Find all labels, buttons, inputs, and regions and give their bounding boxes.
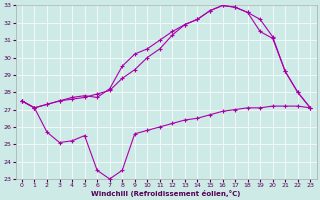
X-axis label: Windchill (Refroidissement éolien,°C): Windchill (Refroidissement éolien,°C): [92, 190, 241, 197]
